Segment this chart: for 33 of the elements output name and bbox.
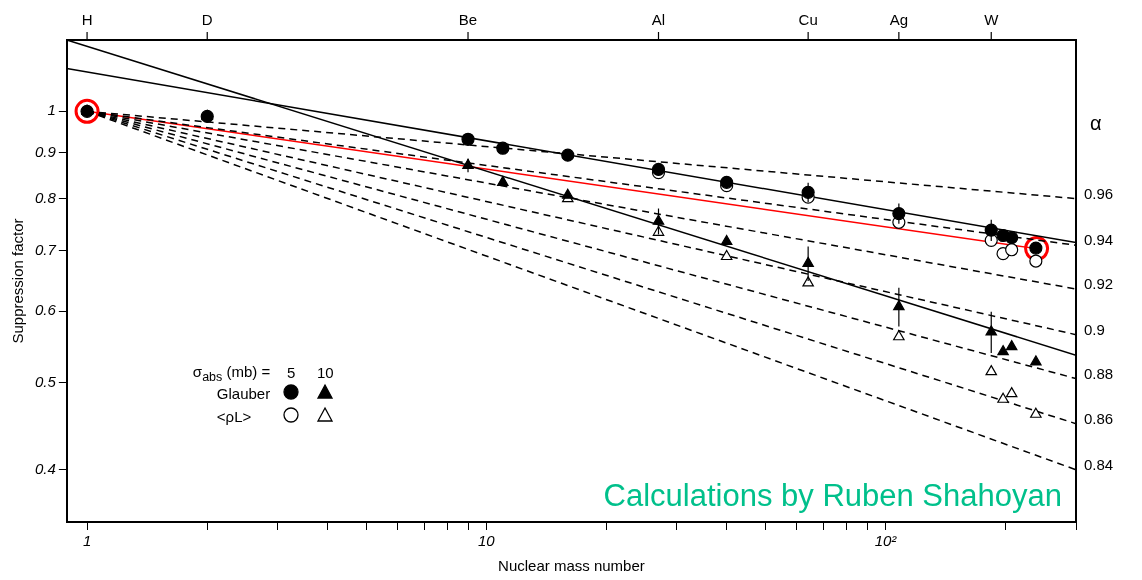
annotation: 5 — [286, 362, 297, 382]
y-tick-label: 0.6 — [34, 301, 57, 319]
legend-label: Glauber — [216, 384, 271, 402]
y-tick-label: 0.5 — [34, 372, 57, 390]
series-label: 0.96 — [1084, 184, 1114, 202]
series-label: 0.86 — [1084, 409, 1114, 427]
series-label: 0.88 — [1084, 364, 1114, 382]
y2-axis-title: α — [1090, 112, 1102, 135]
annotation: Ag — [889, 10, 909, 28]
y-tick-label: 0.9 — [34, 142, 57, 160]
series-label: 0.9 — [1084, 320, 1105, 338]
annotation: Calculations by Ruben Shahoyan — [603, 478, 1062, 514]
y-tick-label: 0.7 — [34, 241, 57, 259]
series-label: 0.94 — [1084, 231, 1114, 249]
x-tick-label: 1 — [82, 532, 92, 550]
annotation: W — [984, 10, 1000, 28]
legend-title: σ$_{abs}$ (mb) = — [192, 362, 271, 384]
y-tick-label: 1 — [47, 101, 56, 119]
annotation: D — [201, 10, 213, 28]
series-label: 0.92 — [1084, 275, 1114, 293]
x-tick-label: 10² — [874, 532, 898, 550]
annotation: H — [81, 10, 93, 28]
annotation: Al — [651, 10, 666, 28]
y-tick-label: 0.8 — [34, 188, 57, 206]
x-tick-label: 10 — [477, 532, 496, 550]
x-axis-title: Nuclear mass number — [498, 557, 645, 575]
annotation: Be — [458, 10, 478, 28]
series-label: 0.84 — [1084, 455, 1114, 473]
legend-label: <ρL> — [216, 406, 253, 427]
y-tick-label: 0.4 — [34, 459, 56, 477]
annotation: 10 — [315, 362, 335, 382]
annotation: Cu — [798, 10, 818, 28]
y-axis-title: Suppression factor — [9, 218, 27, 344]
